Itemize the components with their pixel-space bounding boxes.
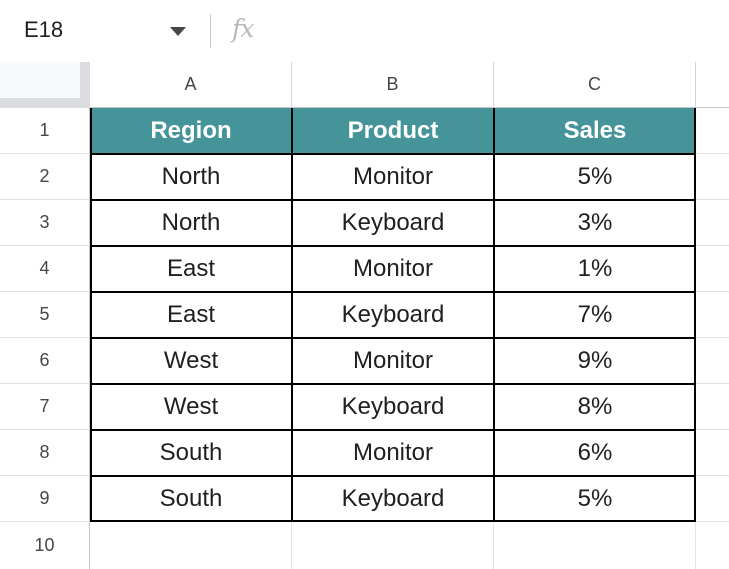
name-box-value: E18: [24, 17, 64, 42]
column-header-a[interactable]: A: [90, 62, 292, 108]
cell-d3[interactable]: [696, 200, 729, 246]
table-cell-sales[interactable]: 8%: [494, 384, 696, 430]
select-all-corner[interactable]: [0, 62, 90, 108]
table-cell-sales[interactable]: 5%: [494, 154, 696, 200]
table-cell-region[interactable]: West: [90, 384, 292, 430]
table-cell-product[interactable]: Monitor: [292, 154, 494, 200]
column-header-b[interactable]: B: [292, 62, 494, 108]
row-header-8[interactable]: 8: [0, 430, 90, 476]
table-cell-region[interactable]: East: [90, 246, 292, 292]
table-cell-sales[interactable]: 5%: [494, 476, 696, 522]
table-cell-product[interactable]: Keyboard: [292, 200, 494, 246]
chevron-down-icon[interactable]: [170, 27, 186, 36]
formula-bar: E18 fx: [0, 0, 729, 62]
header-cell-product[interactable]: Product: [292, 108, 494, 154]
cell-d1[interactable]: [696, 108, 729, 154]
cell-c10[interactable]: [494, 522, 696, 569]
column-header-d[interactable]: [696, 62, 729, 108]
table-cell-product[interactable]: Monitor: [292, 338, 494, 384]
table-cell-region[interactable]: North: [90, 154, 292, 200]
fx-icon: fx: [232, 14, 254, 43]
table-cell-sales[interactable]: 7%: [494, 292, 696, 338]
cell-d7[interactable]: [696, 384, 729, 430]
freeze-row-handle[interactable]: [0, 98, 90, 108]
cell-a10[interactable]: [90, 522, 292, 569]
table-cell-sales[interactable]: 9%: [494, 338, 696, 384]
cell-d2[interactable]: [696, 154, 729, 200]
table-cell-product[interactable]: Keyboard: [292, 292, 494, 338]
column-header-c[interactable]: C: [494, 62, 696, 108]
cell-d4[interactable]: [696, 246, 729, 292]
table-cell-region[interactable]: South: [90, 430, 292, 476]
table-cell-region[interactable]: South: [90, 476, 292, 522]
row-header-10[interactable]: 10: [0, 522, 90, 569]
table-cell-region[interactable]: North: [90, 200, 292, 246]
formula-input[interactable]: [280, 14, 720, 48]
table-cell-sales[interactable]: 3%: [494, 200, 696, 246]
table-cell-product[interactable]: Monitor: [292, 430, 494, 476]
header-cell-region[interactable]: Region: [90, 108, 292, 154]
table-cell-sales[interactable]: 6%: [494, 430, 696, 476]
table-cell-sales[interactable]: 1%: [494, 246, 696, 292]
row-header-1[interactable]: 1: [0, 108, 90, 154]
row-header-5[interactable]: 5: [0, 292, 90, 338]
cell-d10[interactable]: [696, 522, 729, 569]
row-header-6[interactable]: 6: [0, 338, 90, 384]
table-cell-product[interactable]: Monitor: [292, 246, 494, 292]
cell-d9[interactable]: [696, 476, 729, 522]
header-cell-sales[interactable]: Sales: [494, 108, 696, 154]
table-cell-region[interactable]: East: [90, 292, 292, 338]
table-cell-product[interactable]: Keyboard: [292, 384, 494, 430]
row-header-4[interactable]: 4: [0, 246, 90, 292]
spreadsheet-grid: A B C 1 2 3 4 5 6 7 8 9 10 Region Produc…: [0, 62, 729, 569]
row-header-7[interactable]: 7: [0, 384, 90, 430]
row-header-9[interactable]: 9: [0, 476, 90, 522]
cell-d8[interactable]: [696, 430, 729, 476]
row-header-2[interactable]: 2: [0, 154, 90, 200]
cell-d5[interactable]: [696, 292, 729, 338]
row-header-3[interactable]: 3: [0, 200, 90, 246]
freeze-column-handle[interactable]: [80, 62, 90, 108]
table-cell-region[interactable]: West: [90, 338, 292, 384]
formula-bar-divider: [210, 14, 211, 48]
table-cell-product[interactable]: Keyboard: [292, 476, 494, 522]
cell-b10[interactable]: [292, 522, 494, 569]
cell-d6[interactable]: [696, 338, 729, 384]
name-box[interactable]: E18: [0, 0, 205, 62]
